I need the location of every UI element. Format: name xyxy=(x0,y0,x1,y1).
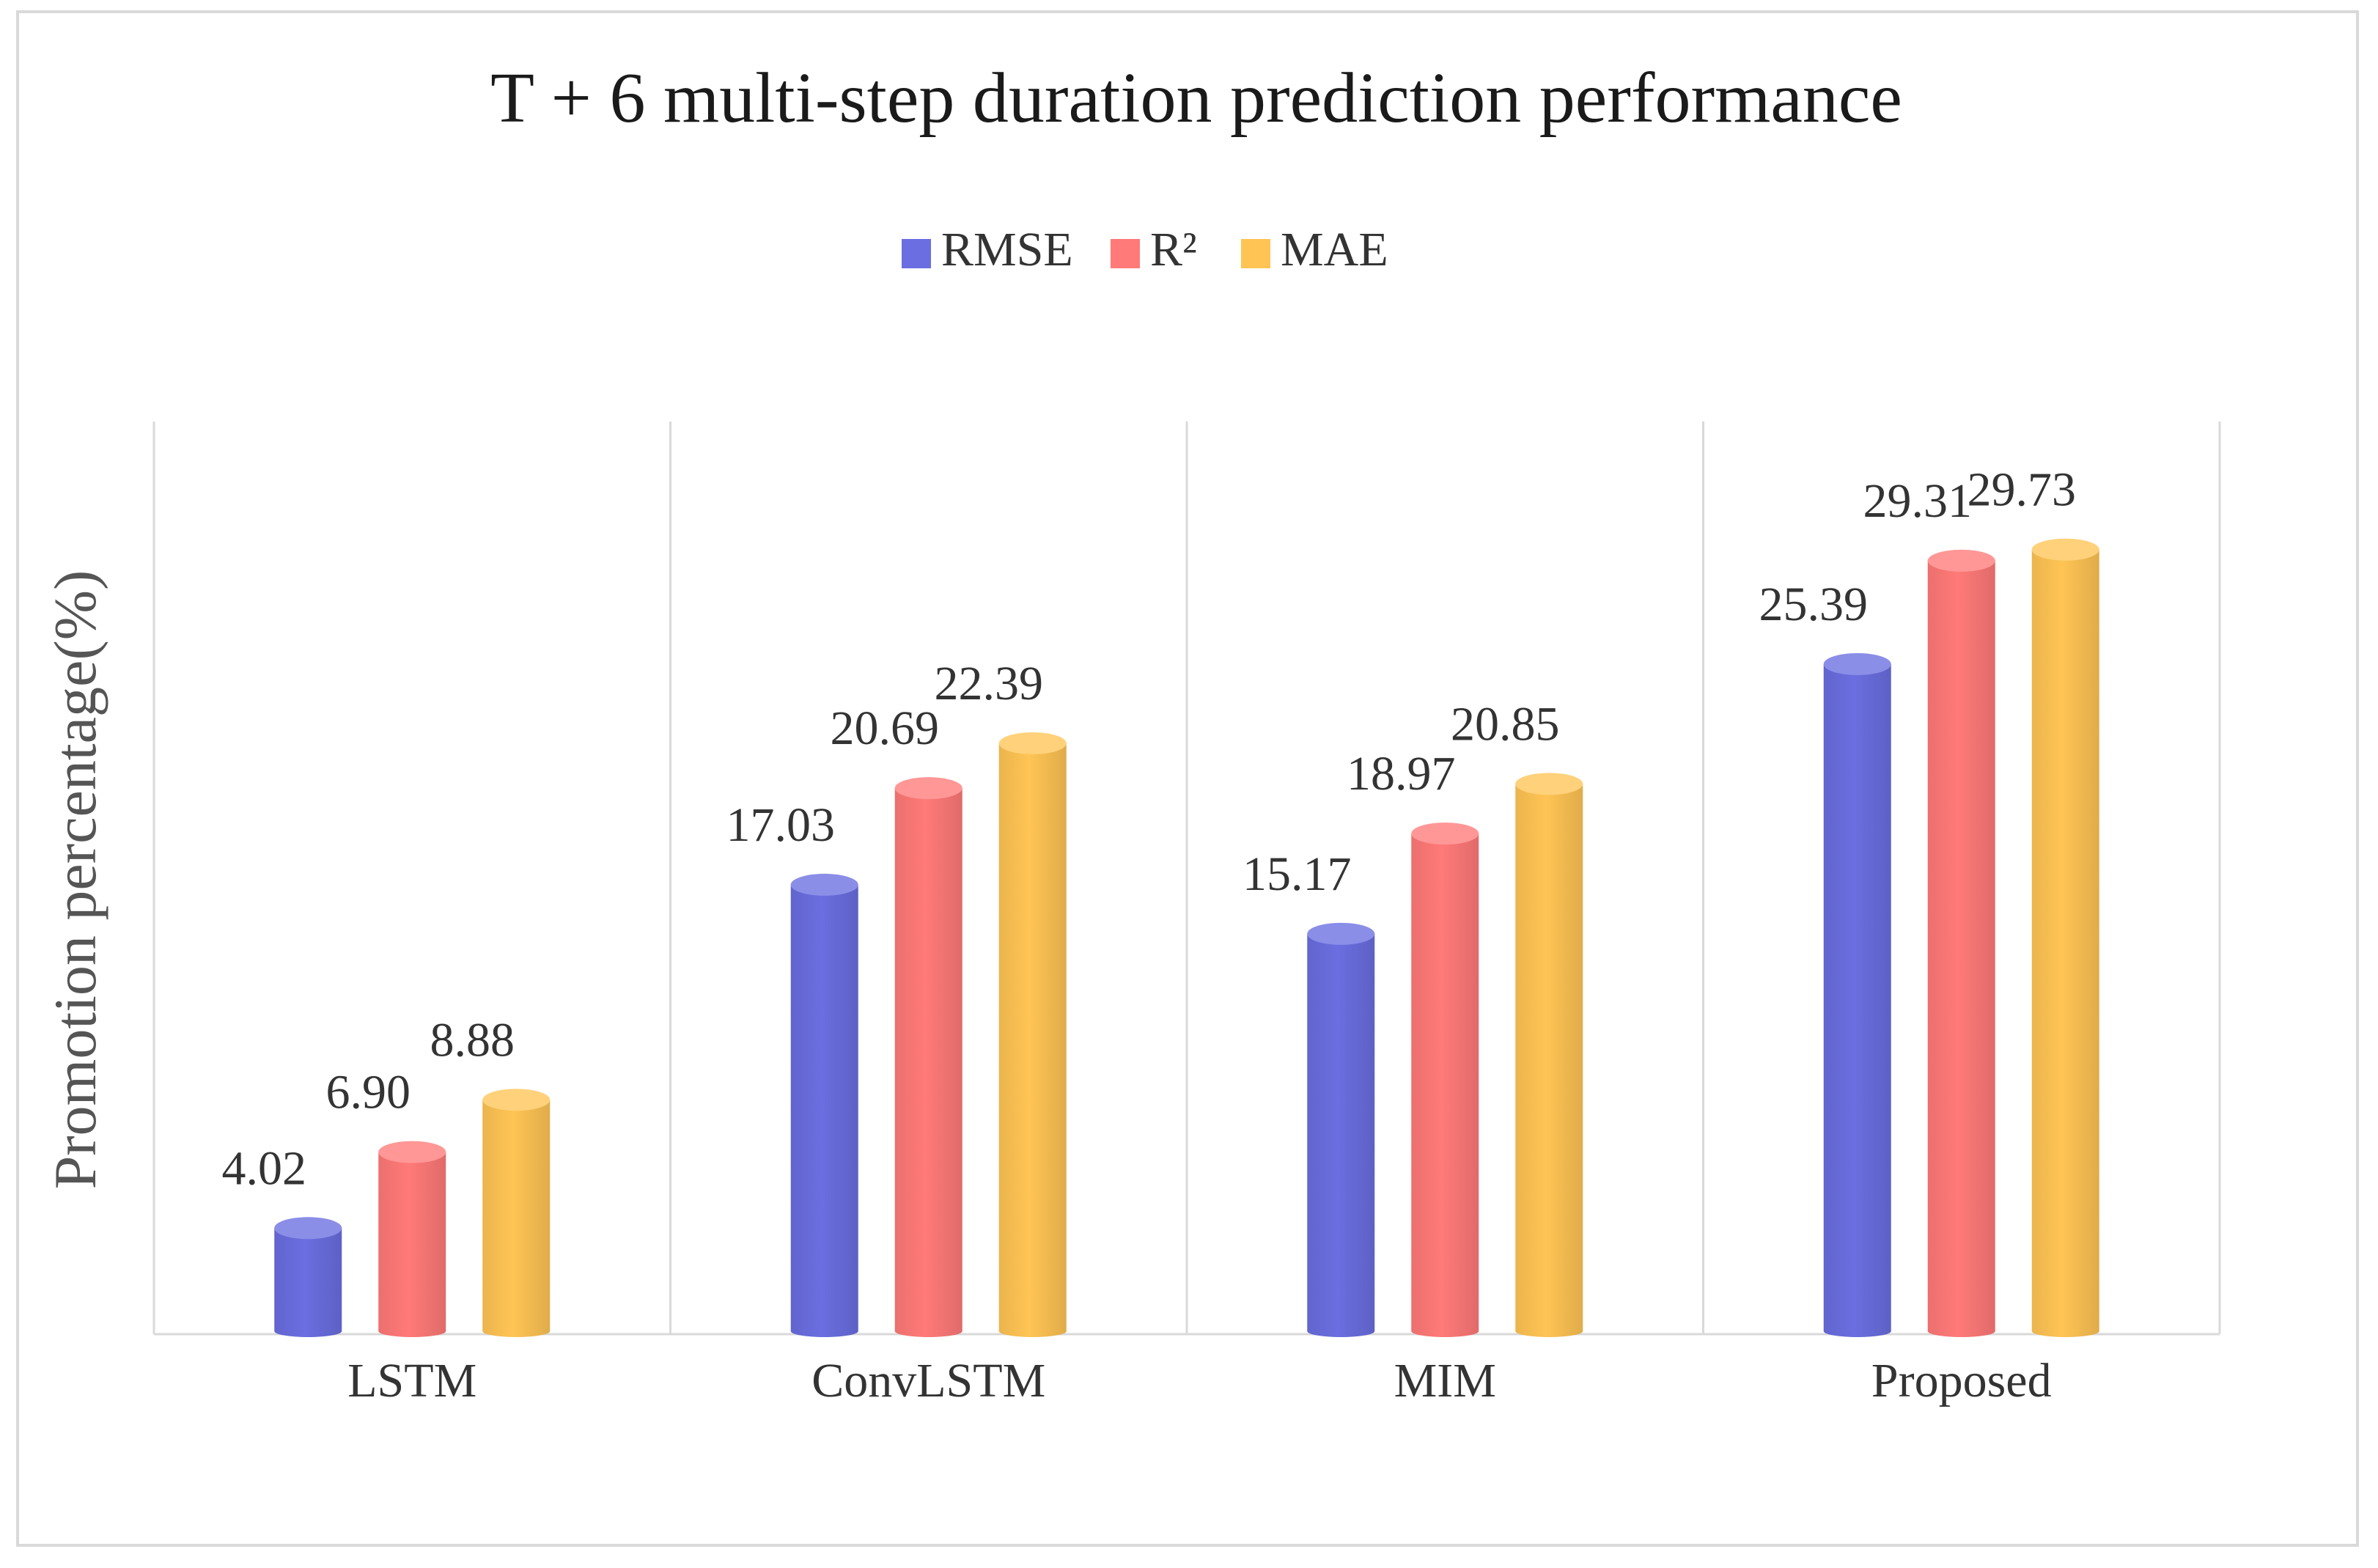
value-label-lstm-mae: 8.88 xyxy=(430,1013,515,1067)
legend-label: RMSE xyxy=(941,223,1073,276)
bars xyxy=(274,538,2099,1337)
value-label-mim-rmse: 15.17 xyxy=(1243,847,1352,901)
value-label-convlstm-rmse: 17.03 xyxy=(726,798,836,852)
legend-item-r2: R² xyxy=(1111,223,1197,276)
bar-proposed-r2 xyxy=(1927,549,1995,1337)
bar-convlstm-mae xyxy=(998,732,1067,1337)
value-label-proposed-rmse: 25.39 xyxy=(1759,578,1869,631)
value-label-proposed-r2: 29.31 xyxy=(1863,474,1973,528)
value-label-mim-r2: 18.97 xyxy=(1347,747,1456,800)
bar-proposed-mae xyxy=(2031,538,2099,1337)
bar-lstm-mae xyxy=(482,1089,551,1337)
category-separators xyxy=(152,422,2221,1334)
legend-swatch xyxy=(902,239,931,268)
x-tick-label-mim: MIM xyxy=(1394,1354,1496,1407)
bar-convlstm-r2 xyxy=(894,777,962,1337)
bar-lstm-r2 xyxy=(378,1141,446,1337)
bar-mim-rmse xyxy=(1307,922,1375,1337)
bar-mim-r2 xyxy=(1411,822,1479,1337)
bar-mim-mae xyxy=(1515,773,1583,1337)
bar-convlstm-rmse xyxy=(790,873,858,1337)
x-tick-label-proposed: Proposed xyxy=(1871,1354,2052,1407)
legend: RMSE R² MAE xyxy=(902,223,1388,276)
value-label-proposed-mae: 29.73 xyxy=(1967,463,2077,517)
legend-swatch xyxy=(1111,239,1140,268)
value-label-lstm-rmse: 4.02 xyxy=(222,1141,307,1195)
x-tick-label-convlstm: ConvLSTM xyxy=(811,1354,1045,1407)
value-label-mim-mae: 20.85 xyxy=(1451,697,1560,751)
y-axis-label: Promotion percentage(%) xyxy=(42,570,108,1190)
legend-item-mae: MAE xyxy=(1241,223,1388,276)
legend-item-rmse: RMSE xyxy=(902,223,1073,276)
x-tick-label-lstm: LSTM xyxy=(347,1354,476,1407)
chart-title: T + 6 multi-step duration prediction per… xyxy=(490,59,1902,138)
legend-label: R² xyxy=(1150,223,1197,276)
bar-proposed-rmse xyxy=(1823,652,1891,1337)
bar-lstm-rmse xyxy=(274,1217,342,1337)
value-label-convlstm-r2: 20.69 xyxy=(831,702,940,755)
value-label-lstm-r2: 6.90 xyxy=(326,1066,411,1119)
legend-swatch xyxy=(1241,239,1270,268)
legend-label: MAE xyxy=(1281,223,1388,276)
value-label-convlstm-mae: 22.39 xyxy=(935,657,1044,710)
x-tick-labels: LSTM ConvLSTM MIM Proposed xyxy=(347,1354,2051,1407)
